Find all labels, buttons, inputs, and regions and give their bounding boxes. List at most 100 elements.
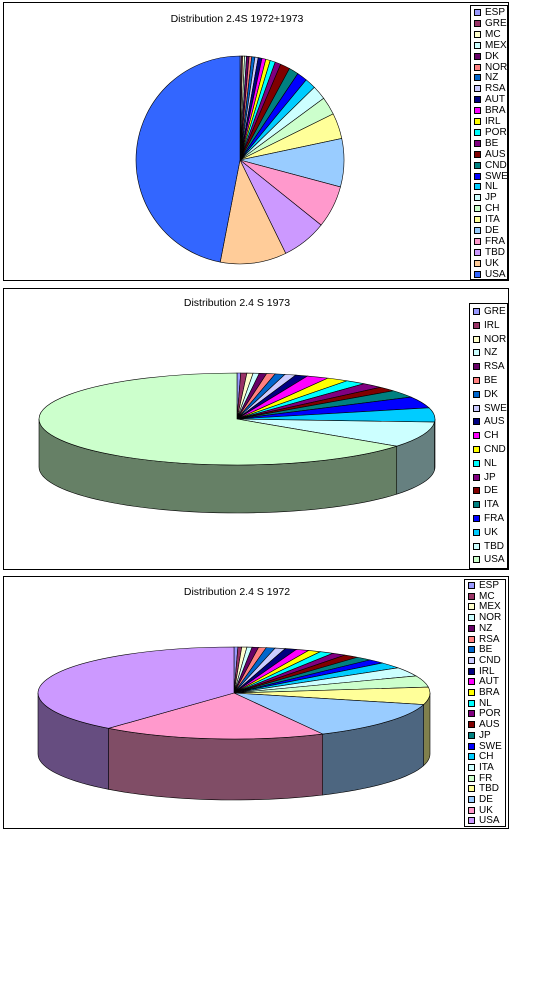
legend-swatch — [473, 542, 480, 550]
legend-label: DE — [479, 794, 493, 805]
legend-swatch — [468, 635, 475, 643]
legend-label: CH — [484, 430, 499, 442]
legend-swatch — [474, 259, 481, 267]
legend-label: SWE — [484, 402, 507, 414]
legend-swatch — [473, 473, 480, 481]
legend-label: FRA — [484, 513, 504, 524]
pie-slice-tbd — [236, 418, 435, 447]
legend-label: JP — [485, 192, 497, 204]
legend-label: NL — [484, 457, 497, 469]
chart-legend: ESP GRE MC MEX DK NOR NZ RSA AUT BRA IRL POR BE AUS CN… — [470, 5, 508, 280]
legend-swatch — [474, 227, 481, 234]
legend-label: JP — [484, 471, 496, 483]
legend-label: NZ — [485, 72, 499, 84]
legend-swatch — [473, 528, 480, 536]
legend-label: JP — [479, 729, 491, 741]
legend-label: FRA — [485, 235, 505, 247]
legend-label: NOR — [484, 333, 507, 345]
legend-label: ITA — [485, 214, 500, 226]
legend-swatch — [474, 183, 481, 191]
legend-swatch — [468, 742, 475, 750]
pie-chart-plot — [135, 55, 345, 265]
chart-panel-1972-1973: Distribution 2.4S 1972+1973 ESP GRE MC MEX D… — [3, 2, 509, 281]
legend-swatch — [473, 404, 480, 412]
legend-label: CH — [485, 203, 500, 215]
legend-swatch — [473, 432, 480, 440]
legend-label: DK — [484, 388, 498, 400]
legend-swatch — [473, 321, 480, 329]
legend-swatch — [468, 656, 475, 664]
legend-swatch — [474, 9, 481, 16]
legend-swatch — [474, 161, 481, 169]
legend-label: IRL — [484, 319, 500, 331]
legend-label: USA — [485, 268, 506, 280]
pie-chart-plot — [38, 372, 436, 514]
legend-swatch — [473, 335, 480, 343]
legend-label: ITA — [484, 499, 499, 511]
legend-swatch — [468, 806, 475, 814]
legend-swatch — [474, 107, 481, 115]
legend-swatch — [474, 172, 481, 180]
legend-label: ITA — [479, 761, 494, 773]
legend-label: POR — [485, 126, 507, 138]
legend-label: TBD — [479, 783, 499, 795]
legend-swatch — [474, 63, 481, 71]
legend-label: AUS — [485, 148, 506, 160]
legend-swatch — [474, 19, 481, 27]
legend-label: BRA — [479, 687, 500, 698]
pie-chart-plot — [37, 646, 431, 801]
legend-label: DE — [485, 225, 499, 236]
legend-label: MC — [479, 590, 495, 602]
legend-swatch — [468, 699, 475, 707]
legend-label: IRL — [479, 665, 495, 677]
legend-label: FR — [479, 772, 493, 784]
legend-swatch — [473, 377, 480, 384]
legend-label: RSA — [485, 83, 506, 95]
chart-legend: ESP MC MEX NOR NZ RSA BE CND IRL AUT BRA NL POR AUS JP… — [464, 579, 506, 827]
legend-swatch — [468, 763, 475, 771]
pie-slice-usa — [38, 372, 397, 466]
legend-label: CND — [479, 654, 501, 666]
legend-label: MEX — [485, 39, 507, 51]
legend-label: NZ — [484, 347, 498, 359]
pie-slice-usa — [37, 646, 235, 729]
legend-label: CND — [484, 444, 506, 455]
legend-swatch — [473, 459, 480, 467]
legend-swatch — [468, 785, 475, 793]
legend-swatch — [473, 390, 480, 398]
legend-swatch — [474, 205, 481, 213]
chart-title: Distribution 2.4 S 1972 — [183, 586, 291, 598]
chart-legend: GRE IRL NOR NZ RSA BE DK SWE AUS CH CND NL JP DE ITA FR… — [469, 303, 508, 569]
legend-swatch — [474, 128, 481, 136]
legend-label: GRE — [484, 306, 506, 317]
pie-slice-uk — [108, 692, 324, 740]
legend-swatch — [473, 556, 480, 564]
legend-swatch — [473, 363, 480, 371]
legend-swatch — [468, 710, 475, 718]
legend-swatch — [468, 624, 475, 632]
legend-label: USA — [484, 554, 505, 566]
legend-swatch — [474, 194, 481, 202]
legend-swatch — [474, 74, 481, 82]
chart-title: Distribution 2.4 S 1973 — [183, 297, 291, 309]
legend-label: RSA — [479, 633, 500, 645]
legend-swatch — [473, 515, 480, 522]
legend-label: AUS — [479, 719, 500, 731]
legend-swatch — [468, 817, 475, 825]
legend-swatch — [468, 614, 475, 622]
legend-label: UK — [479, 804, 493, 816]
legend-swatch — [468, 753, 475, 761]
legend-swatch — [474, 30, 481, 38]
legend-label: NL — [479, 697, 492, 709]
legend-swatch — [474, 139, 481, 147]
legend-swatch — [468, 667, 475, 675]
legend-swatch — [474, 248, 481, 256]
legend-label: RSA — [484, 361, 505, 373]
legend-label: CH — [479, 751, 494, 763]
chart-panel-1973: Distribution 2.4 S 1973 GRE IRL NOR NZ RSA BE… — [3, 288, 509, 570]
legend-label: NL — [485, 181, 498, 193]
legend-swatch — [468, 592, 475, 600]
legend-label: POR — [479, 708, 501, 720]
legend-label: ESP — [485, 7, 506, 18]
legend-label: NOR — [479, 612, 502, 624]
